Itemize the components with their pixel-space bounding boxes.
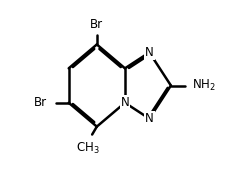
Text: CH$_3$: CH$_3$ [76, 141, 99, 156]
Text: N: N [145, 46, 154, 59]
Text: N: N [145, 112, 154, 125]
Text: NH$_2$: NH$_2$ [192, 78, 216, 93]
Text: N: N [121, 96, 129, 109]
Text: Br: Br [90, 18, 103, 31]
Text: Br: Br [34, 96, 47, 109]
